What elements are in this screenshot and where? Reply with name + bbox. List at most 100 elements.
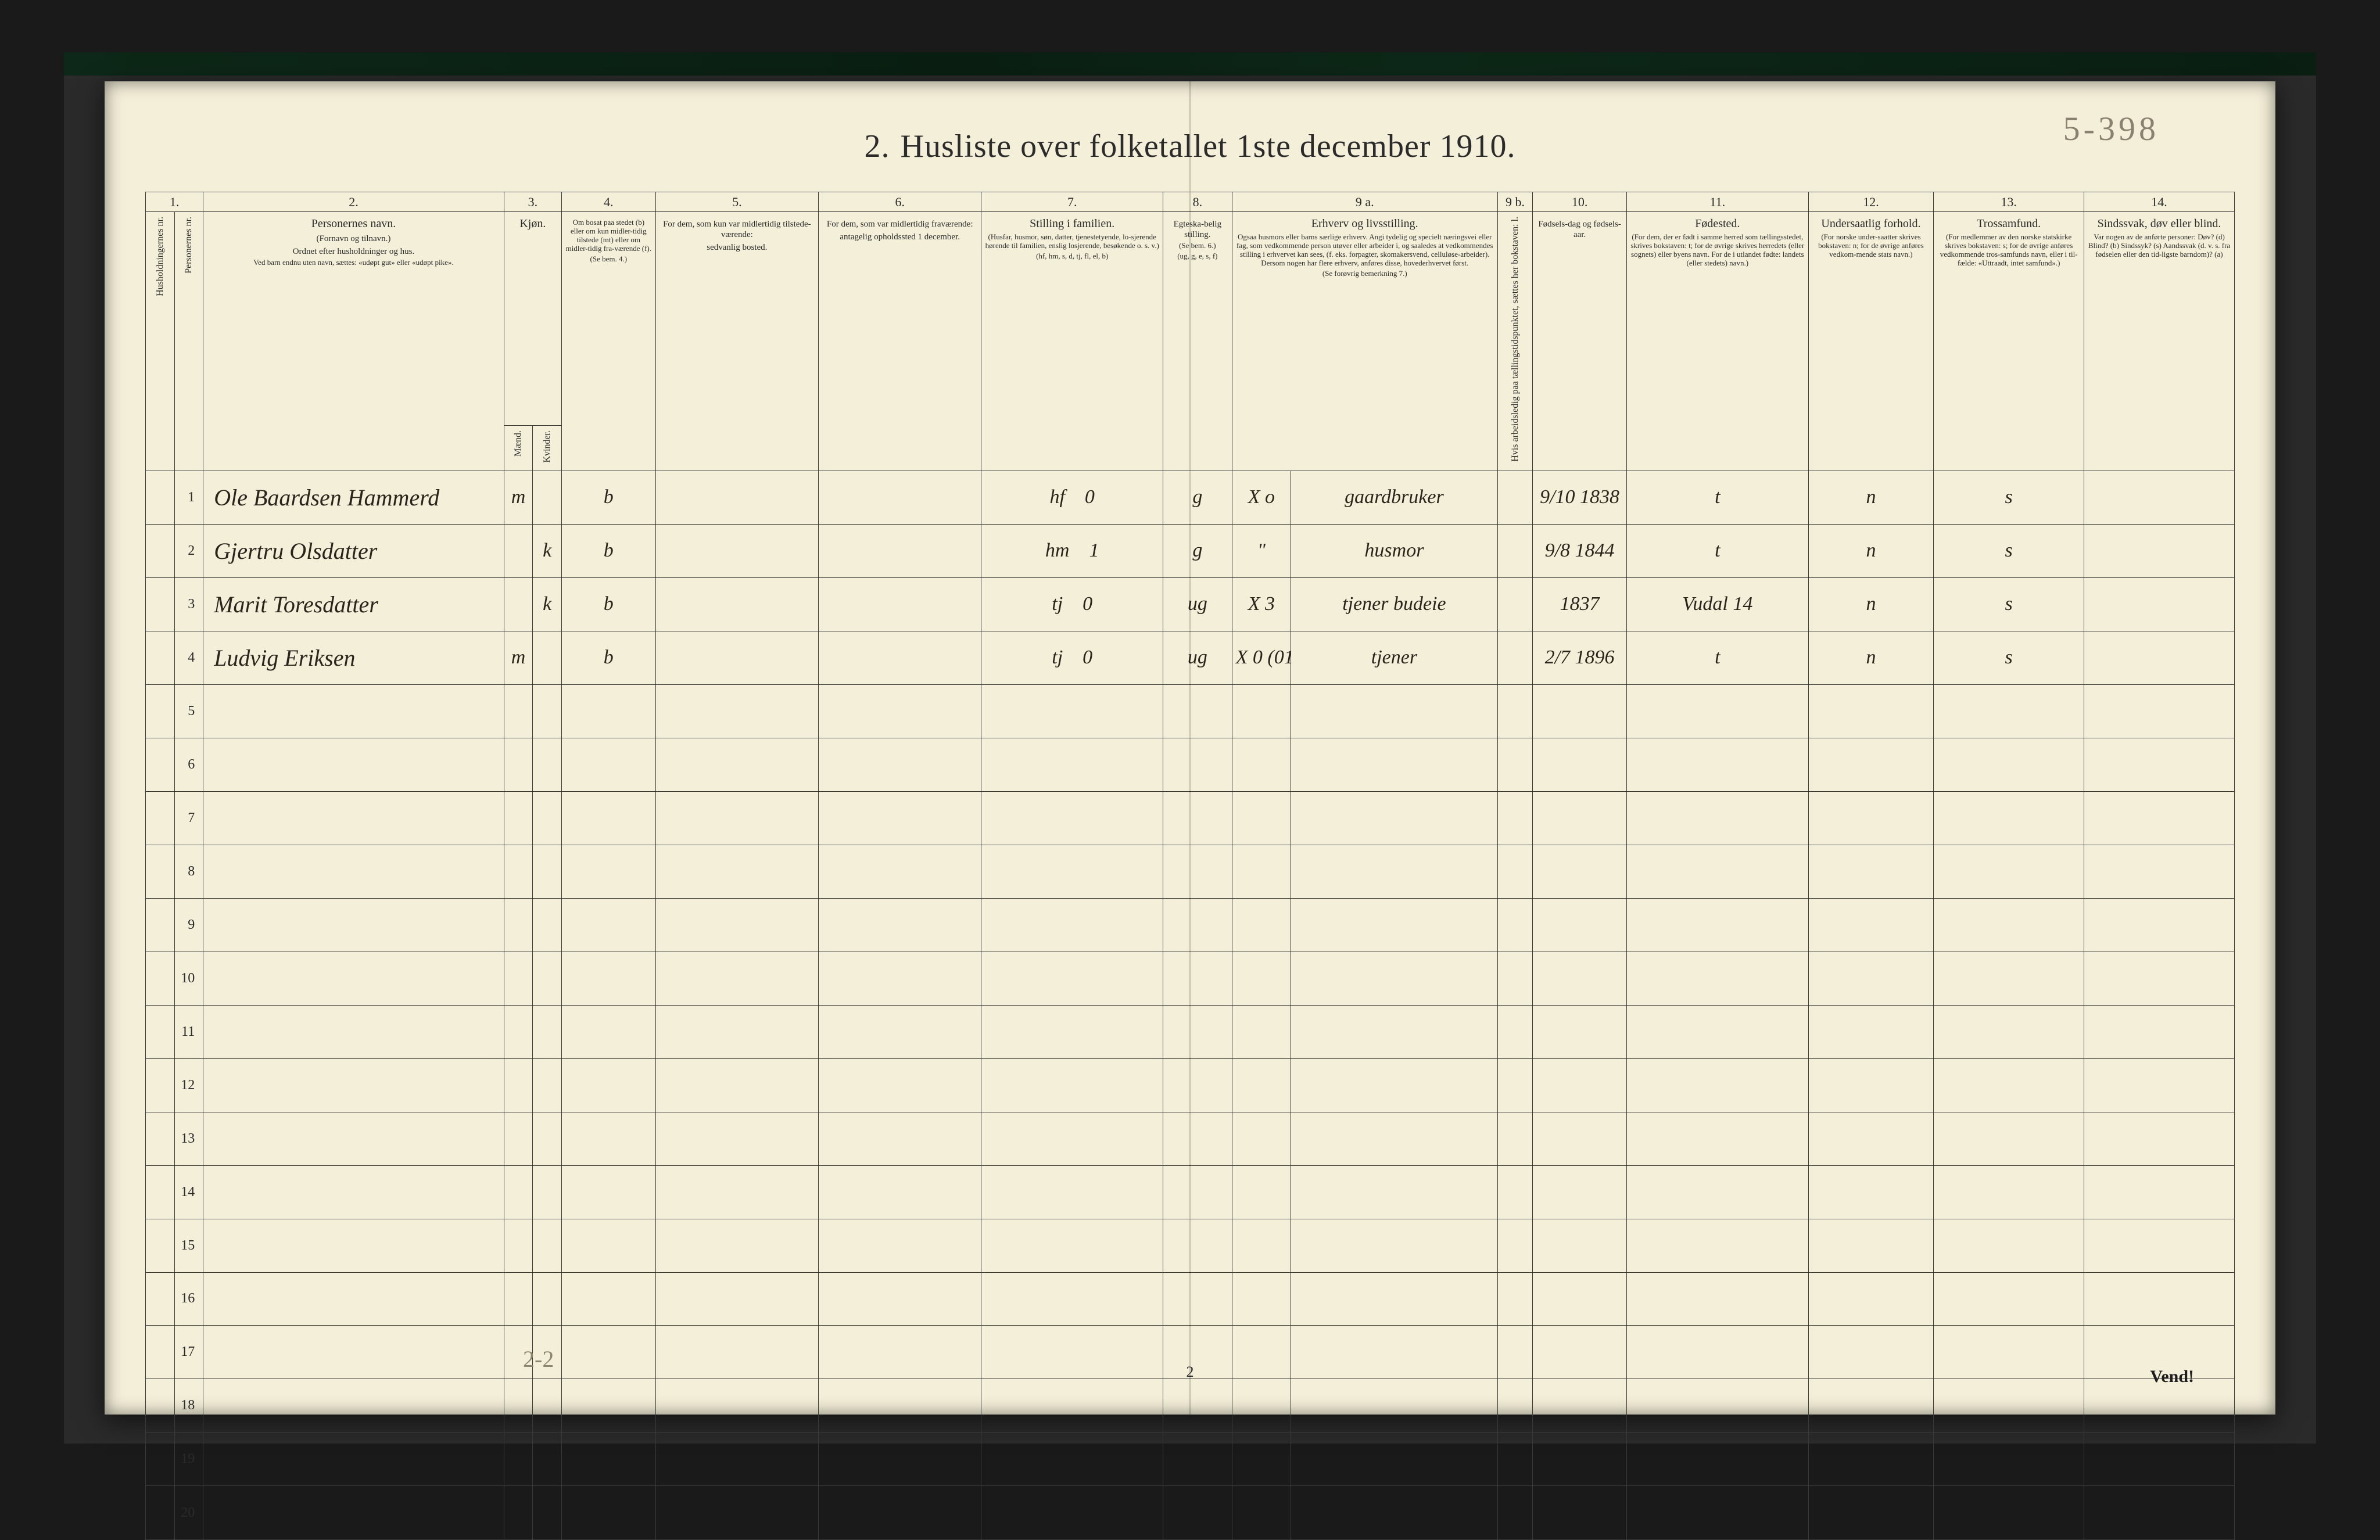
cell-empty [1533,1005,1627,1058]
cell-household-nr [146,1272,175,1326]
cell-empty [1533,1165,1627,1219]
cell-marital: g [1163,471,1232,524]
cell-empty [1497,898,1532,952]
cell-empty [1626,1058,1808,1112]
cell-occupation-code: X o [1232,471,1291,524]
cell-empty [1497,1165,1532,1219]
cell-birthplace: t [1626,631,1808,684]
table-row: 10 [146,952,2235,1005]
colnum-9b: 9 b. [1497,192,1532,212]
cell-empty [1291,1112,1498,1165]
cell-empty [504,1433,533,1486]
cell-empty [1163,952,1232,1005]
cell-disability [2084,631,2235,684]
cell-empty [1808,684,1934,738]
cell-person-nr: 3 [174,577,203,631]
cell-empty [819,1486,981,1539]
cell-empty [2084,1272,2235,1326]
cell-empty [561,684,655,738]
cell-empty [2084,898,2235,952]
cell-empty [203,1272,504,1326]
cell-empty [1291,738,1498,791]
cell-empty [1808,1219,1934,1272]
cell-empty [1934,1433,2084,1486]
cell-empty [533,952,562,1005]
cell-empty [1232,1486,1291,1539]
cell-birthdate: 9/8 1844 [1533,524,1627,577]
cell-empty [1291,684,1498,738]
cell-empty [203,1433,504,1486]
cell-nationality: n [1808,631,1934,684]
cell-empty [981,952,1163,1005]
cell-residence: b [561,631,655,684]
cell-empty [533,898,562,952]
cell-empty [504,845,533,898]
hdr-sex: Kjøn. [504,212,561,426]
cell-empty [561,791,655,845]
cell-empty [1291,1219,1498,1272]
cell-empty [1497,1112,1532,1165]
cell-empty [1533,1433,1627,1486]
cell-empty [819,1058,981,1112]
cell-empty [561,1005,655,1058]
cell-sex-m: m [504,471,533,524]
cell-person-nr: 6 [174,738,203,791]
cell-empty [1163,1005,1232,1058]
cell-household-nr [146,845,175,898]
cell-empty [1626,1379,1808,1433]
hdr-occupation: Erhverv og livsstilling. Ogsaa husmors e… [1232,212,1497,471]
cell-empty [819,1433,981,1486]
cell-sex-m [504,577,533,631]
cell-disability [2084,471,2235,524]
cell-empty [981,1486,1163,1539]
cell-empty [203,898,504,952]
cell-empty [533,1112,562,1165]
cell-empty [1533,1219,1627,1272]
cell-household-nr [146,631,175,684]
cell-empty [819,898,981,952]
cell-empty [1533,738,1627,791]
cell-empty [561,1433,655,1486]
hdr-name: Personernes navn. (Fornavn og tilnavn.) … [203,212,504,471]
cell-empty [561,738,655,791]
cell-empty [561,898,655,952]
cell-empty [981,1112,1163,1165]
cell-occupation: tjener [1291,631,1498,684]
cell-empty [819,845,981,898]
cell-person-nr: 18 [174,1379,203,1433]
cell-empty [1626,1112,1808,1165]
cell-empty [1232,1379,1291,1433]
table-row: 20 [146,1486,2235,1539]
cell-empty [1934,1005,2084,1058]
page-number: 2 [105,1363,2275,1381]
cell-empty [655,791,818,845]
cell-marital: g [1163,524,1232,577]
cell-empty [561,1165,655,1219]
colnum-11: 11. [1626,192,1808,212]
hdr-nationality: Undersaatlig forhold. (For norske under-… [1808,212,1934,471]
cell-empty [1934,1486,2084,1539]
hdr-unemployed: Hvis arbeidsledig paa tællingstidspunkte… [1497,212,1532,471]
cell-empty [561,1058,655,1112]
cell-empty [1626,1272,1808,1326]
cell-nationality: n [1808,471,1934,524]
colnum-13: 13. [1934,192,2084,212]
cell-empty [203,684,504,738]
cell-household-nr [146,1379,175,1433]
cell-birthdate: 2/7 1896 [1533,631,1627,684]
cell-empty [819,1379,981,1433]
cell-empty [1808,1005,1934,1058]
cell-empty [203,1219,504,1272]
cell-empty [1163,1433,1232,1486]
cell-empty [1497,684,1532,738]
cell-empty [203,952,504,1005]
cell-empty [655,1272,818,1326]
hdr-household-nr: Husholdningernes nr. [146,212,175,471]
cell-empty [1626,1486,1808,1539]
cell-empty [504,791,533,845]
cell-empty [1291,1005,1498,1058]
cell-empty [533,1433,562,1486]
cell-person-nr: 19 [174,1433,203,1486]
table-row: 12 [146,1058,2235,1112]
cell-empty [2084,1058,2235,1112]
